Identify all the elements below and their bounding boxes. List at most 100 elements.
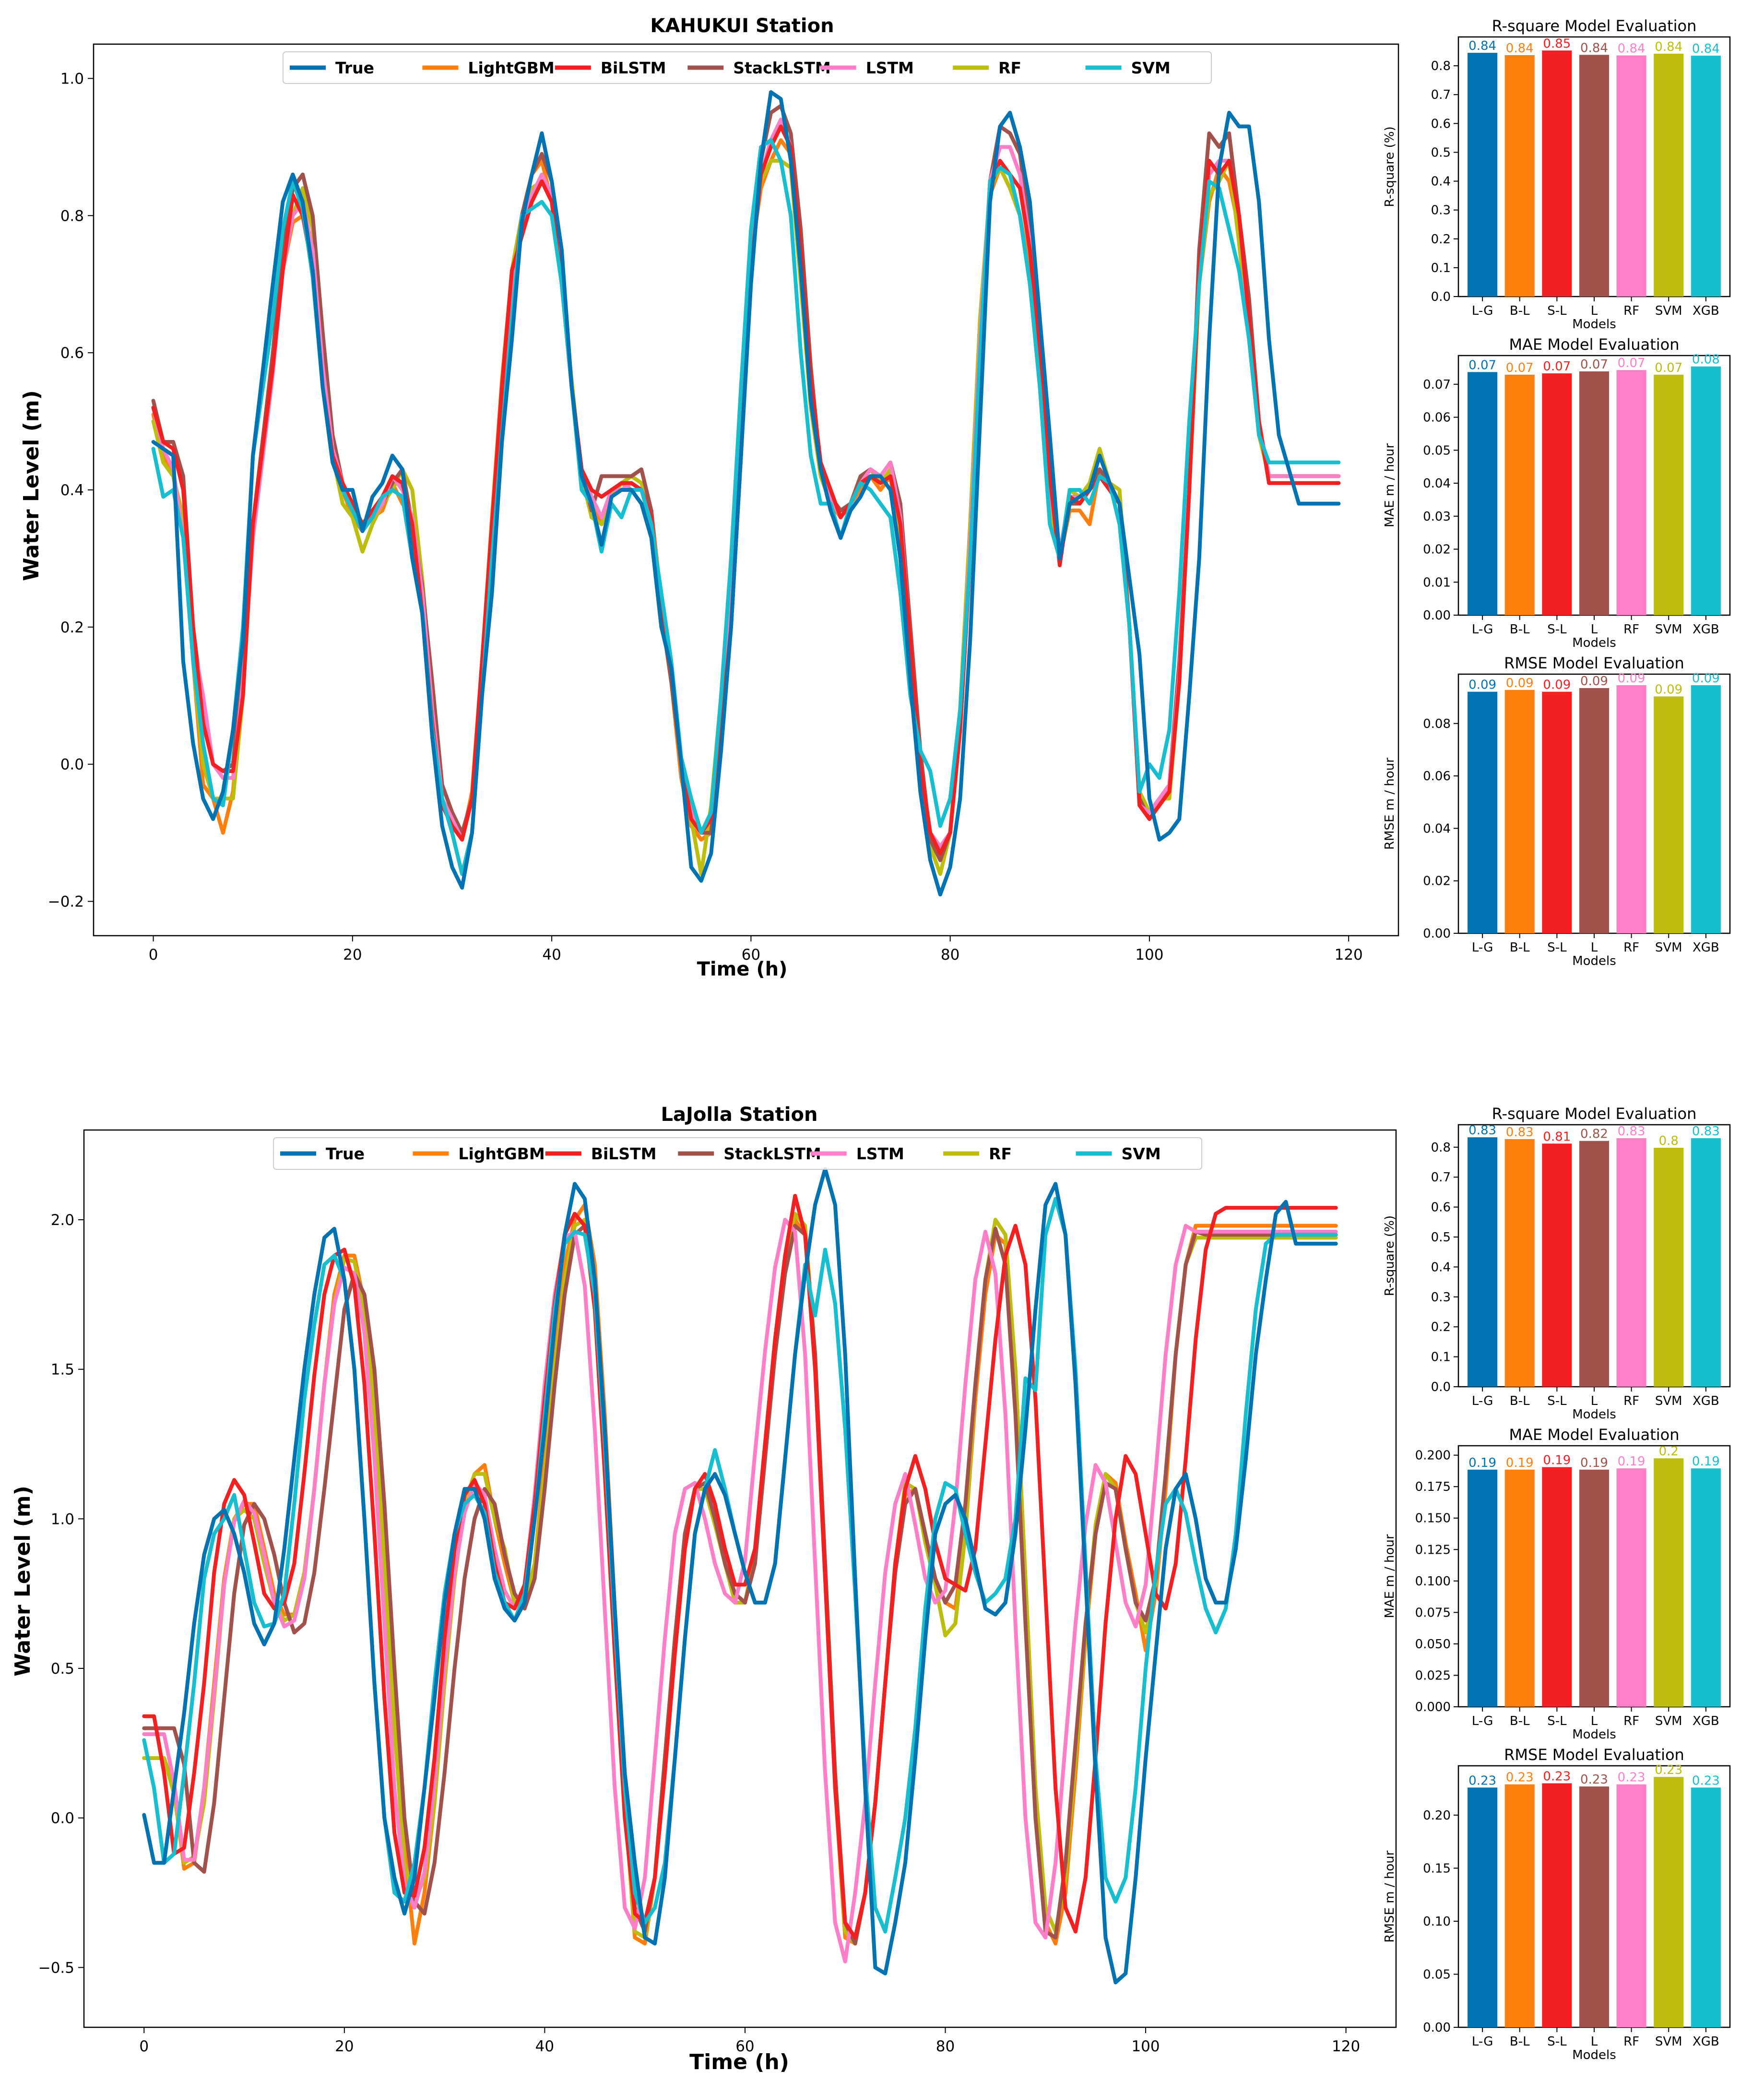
bar-svm bbox=[1654, 1777, 1684, 2027]
bar-s-l bbox=[1542, 1143, 1572, 1387]
bar-value-label: 0.19 bbox=[1543, 1453, 1571, 1468]
bar-value-label: 0.07 bbox=[1580, 357, 1608, 372]
bar-value-label: 0.07 bbox=[1655, 361, 1682, 375]
lajolla_mae-bar-chart: MAE Model Evaluation 0.000 0.025 0.050 0.075… bbox=[1383, 1426, 1731, 1742]
y-tick-label: 0.08 bbox=[1423, 717, 1451, 731]
top-main-title: KAHUKUI Station bbox=[650, 15, 834, 37]
x-tick-label: L bbox=[1591, 940, 1598, 955]
legend-label-lightgbm: LightGBM bbox=[468, 59, 554, 77]
y-tick-label: 0.0 bbox=[60, 756, 84, 773]
bar-svm bbox=[1654, 696, 1684, 933]
x-tick-label: L-G bbox=[1472, 1714, 1493, 1728]
bar-rf bbox=[1616, 685, 1646, 933]
y-tick-label: 0.4 bbox=[1431, 175, 1451, 189]
lajolla_rmse-title: RMSE Model Evaluation bbox=[1504, 1746, 1684, 1764]
x-tick-label: SVM bbox=[1655, 1394, 1682, 1408]
bar-value-label: 0.07 bbox=[1618, 356, 1646, 370]
x-tick-label: RF bbox=[1623, 940, 1639, 955]
bar-xgb bbox=[1691, 1468, 1721, 1707]
x-tick-label: S-L bbox=[1547, 1714, 1567, 1728]
bar-value-label: 0.08 bbox=[1692, 353, 1720, 367]
x-tick-label: RF bbox=[1623, 622, 1639, 637]
y-tick-label: 1.0 bbox=[51, 1511, 74, 1528]
bar-value-label: 0.09 bbox=[1543, 678, 1571, 692]
x-tick-label: RF bbox=[1623, 304, 1639, 318]
charts-layer: 0 20 40 60 80 100 120 −0.2 0.0 0.2 0.4 0.6 0.8 1.0 Tru… bbox=[38, 17, 1731, 2062]
bar-l bbox=[1579, 55, 1610, 297]
y-tick-label: 0.05 bbox=[1423, 443, 1451, 458]
legend-label-svm: SVM bbox=[1122, 1144, 1161, 1163]
y-tick-label: 0.0 bbox=[1431, 290, 1451, 304]
bar-rf bbox=[1616, 1468, 1646, 1707]
bar-value-label: 0.09 bbox=[1506, 676, 1534, 690]
bar-value-label: 0.8 bbox=[1659, 1134, 1679, 1148]
x-tick-label: 100 bbox=[1131, 2038, 1160, 2055]
bar-xgb bbox=[1691, 366, 1721, 615]
x-tick-label: RF bbox=[1623, 1714, 1639, 1728]
lajolla_ts-series-bilstm bbox=[142, 1194, 1338, 1939]
bar-s-l bbox=[1542, 50, 1572, 297]
legend-label-true: True bbox=[326, 1144, 365, 1163]
x-tick-label: 0 bbox=[139, 2038, 149, 2055]
x-tick-label: L bbox=[1591, 2035, 1598, 2049]
legend-label-svm: SVM bbox=[1131, 59, 1171, 77]
legend-label-bilstm: BiLSTM bbox=[591, 1144, 657, 1163]
lajolla_ts-series-true bbox=[142, 1167, 1338, 1985]
bottom-main-title: LaJolla Station bbox=[661, 1104, 818, 1126]
x-tick-label: S-L bbox=[1547, 622, 1567, 637]
legend-label-stacklstm: StackLSTM bbox=[733, 59, 830, 77]
kahukui_rmse-bar-chart: RMSE Model Evaluation 0.00 0.02 0.04 0.06 0.0… bbox=[1383, 654, 1731, 968]
lajolla_r2-y-axis-label: R-square (%) bbox=[1383, 1215, 1397, 1296]
y-tick-label: 0.100 bbox=[1415, 1574, 1451, 1589]
lajolla_ts-legend: True LightGBM BiLSTM StackLSTM LSTM RF SVM bbox=[273, 1137, 1202, 1170]
x-tick-label: SVM bbox=[1655, 2035, 1682, 2049]
y-tick-label: 0.0 bbox=[51, 1810, 74, 1827]
x-tick-label: 100 bbox=[1135, 946, 1163, 964]
kahukui_ts-series-svm bbox=[151, 138, 1341, 876]
kahukui_mae-x-axis-label: Models bbox=[1572, 636, 1616, 650]
y-tick-label: 0.2 bbox=[1431, 232, 1451, 247]
bar-value-label: 0.82 bbox=[1580, 1127, 1608, 1142]
bar-b-l bbox=[1504, 55, 1535, 297]
kahukui_mae-bar-chart: MAE Model Evaluation 0.00 0.01 0.02 0.03 0.04… bbox=[1383, 335, 1731, 650]
y-tick-label: 0.8 bbox=[1431, 59, 1451, 73]
y-tick-label: 0.150 bbox=[1415, 1511, 1451, 1526]
bar-value-label: 0.09 bbox=[1655, 682, 1682, 697]
bar-s-l bbox=[1542, 1467, 1572, 1707]
bar-value-label: 0.84 bbox=[1580, 41, 1608, 55]
y-tick-label: 0.07 bbox=[1423, 378, 1451, 392]
x-tick-label: XGB bbox=[1693, 1394, 1719, 1408]
bar-value-label: 0.83 bbox=[1618, 1124, 1646, 1139]
bar-value-label: 0.84 bbox=[1468, 39, 1496, 53]
bar-value-label: 0.23 bbox=[1655, 1763, 1682, 1777]
y-tick-label: 0.00 bbox=[1423, 608, 1451, 623]
legend-label-bilstm: BiLSTM bbox=[601, 59, 666, 77]
y-tick-label: 0.000 bbox=[1415, 1700, 1451, 1714]
bar-l-g bbox=[1468, 1469, 1498, 1707]
bar-l-g bbox=[1468, 1787, 1498, 2027]
bar-l bbox=[1579, 1786, 1610, 2027]
x-tick-label: L-G bbox=[1472, 304, 1493, 318]
bar-b-l bbox=[1504, 1469, 1535, 1707]
bar-value-label: 0.84 bbox=[1618, 41, 1646, 56]
bar-b-l bbox=[1504, 690, 1535, 933]
x-tick-label: B-L bbox=[1510, 304, 1530, 318]
x-tick-label: B-L bbox=[1510, 622, 1530, 637]
y-tick-label: −0.2 bbox=[48, 893, 84, 911]
x-tick-label: XGB bbox=[1693, 304, 1719, 318]
y-tick-label: 0.2 bbox=[1431, 1320, 1451, 1334]
y-tick-label: 1.0 bbox=[60, 70, 84, 87]
x-tick-label: 120 bbox=[1332, 2038, 1360, 2055]
lajolla_mae-x-axis-label: Models bbox=[1572, 1727, 1616, 1742]
kahukui_ts-line-chart: 0 20 40 60 80 100 120 −0.2 0.0 0.2 0.4 0.6 0.8 1.0 Tru… bbox=[48, 43, 1399, 964]
x-tick-label: B-L bbox=[1510, 940, 1530, 955]
x-tick-label: S-L bbox=[1547, 940, 1567, 955]
bar-l-g bbox=[1468, 691, 1498, 933]
top-x-axis-label: Time (h) bbox=[697, 958, 788, 980]
lajolla_mae-y-axis-label: MAE m / hour bbox=[1383, 1534, 1397, 1618]
bar-value-label: 0.19 bbox=[1580, 1456, 1608, 1470]
y-tick-label: 0.5 bbox=[1431, 1230, 1451, 1245]
y-tick-label: 0.4 bbox=[1431, 1260, 1451, 1274]
y-tick-label: 0.050 bbox=[1415, 1637, 1451, 1652]
kahukui_r2-x-axis-label: Models bbox=[1572, 317, 1616, 332]
